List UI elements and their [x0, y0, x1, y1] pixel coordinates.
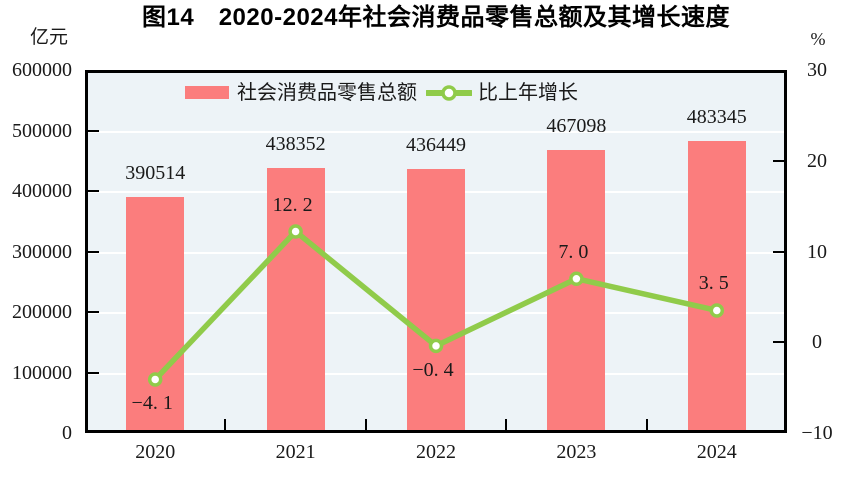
left-axis-unit: 亿元 [30, 27, 69, 48]
x-axis-tick [224, 419, 227, 430]
left-axis-tick [88, 311, 99, 313]
bar-value-label: 436449 [406, 133, 466, 156]
growth-line-marker [709, 303, 725, 318]
bar-value-label: 467098 [546, 115, 607, 138]
right-axis-tick-label: 30 [807, 59, 827, 81]
left-axis-tick-label: 600000 [12, 59, 72, 81]
left-axis-tick-label: 200000 [12, 301, 72, 323]
growth-line-marker [569, 271, 584, 286]
left-axis-tick-label: 300000 [12, 240, 72, 263]
bar-2022 [407, 168, 465, 430]
right-axis-tick-label: 20 [807, 149, 827, 172]
x-axis-label-2020: 2020 [135, 441, 176, 463]
left-axis-tick [88, 129, 99, 132]
growth-value-label: −0. 4 [412, 358, 454, 381]
x-axis-label-2022: 2022 [416, 441, 456, 463]
growth-line-marker [428, 338, 444, 354]
growth-value-label: 12. 2 [272, 193, 313, 216]
x-axis-label-2024: 2024 [696, 441, 737, 463]
growth-line-series [147, 224, 725, 387]
left-axis-tick-label: 0 [62, 422, 72, 444]
bar-2020 [126, 196, 185, 430]
right-axis-tick [773, 341, 784, 344]
left-axis-tick [88, 190, 99, 192]
left-axis-tick-label: 400000 [12, 180, 72, 202]
left-axis-tick-label: 500000 [12, 119, 72, 142]
legend-line-marker-swatch [426, 85, 472, 101]
growth-value-label: 3. 5 [698, 272, 729, 295]
legend-line-label: 比上年增长 [478, 82, 578, 104]
growth-line-marker [288, 224, 303, 239]
right-axis-tick [773, 250, 784, 253]
x-axis-tick [364, 419, 367, 430]
x-axis-tick [505, 419, 508, 430]
left-axis-tick-label: 100000 [12, 361, 72, 384]
growth-value-label: 7. 0 [558, 240, 589, 263]
growth-value-label: −4. 1 [131, 392, 173, 415]
x-axis-label-2021: 2021 [275, 441, 316, 463]
bar-value-label: 483345 [686, 105, 747, 128]
chart-title: 图14 2020-2024年社会消费品零售总额及其增长速度 [142, 4, 730, 31]
bar-value-label: 438352 [265, 132, 326, 155]
right-axis-tick-label: 0 [812, 331, 822, 354]
bar-value-label: 390514 [125, 161, 186, 184]
legend-bar-label: 社会消费品零售总额 [237, 82, 417, 104]
legend-bar-swatch [185, 86, 229, 99]
x-axis-tick [645, 419, 648, 430]
left-axis-tick [88, 371, 99, 374]
right-axis-tick-label: −10 [801, 422, 833, 444]
plot-area: 社会消费品零售总额 比上年增长 [85, 70, 787, 433]
growth-line-marker [147, 372, 163, 387]
right-axis-unit: % [810, 29, 826, 49]
x-axis-label-2023: 2023 [556, 441, 597, 463]
bar-2021 [266, 167, 325, 430]
left-axis-tick [88, 250, 99, 253]
bar-2024 [687, 140, 746, 430]
right-axis-tick-label: 10 [807, 240, 827, 263]
right-axis-tick [773, 159, 784, 162]
gridline [88, 130, 784, 133]
